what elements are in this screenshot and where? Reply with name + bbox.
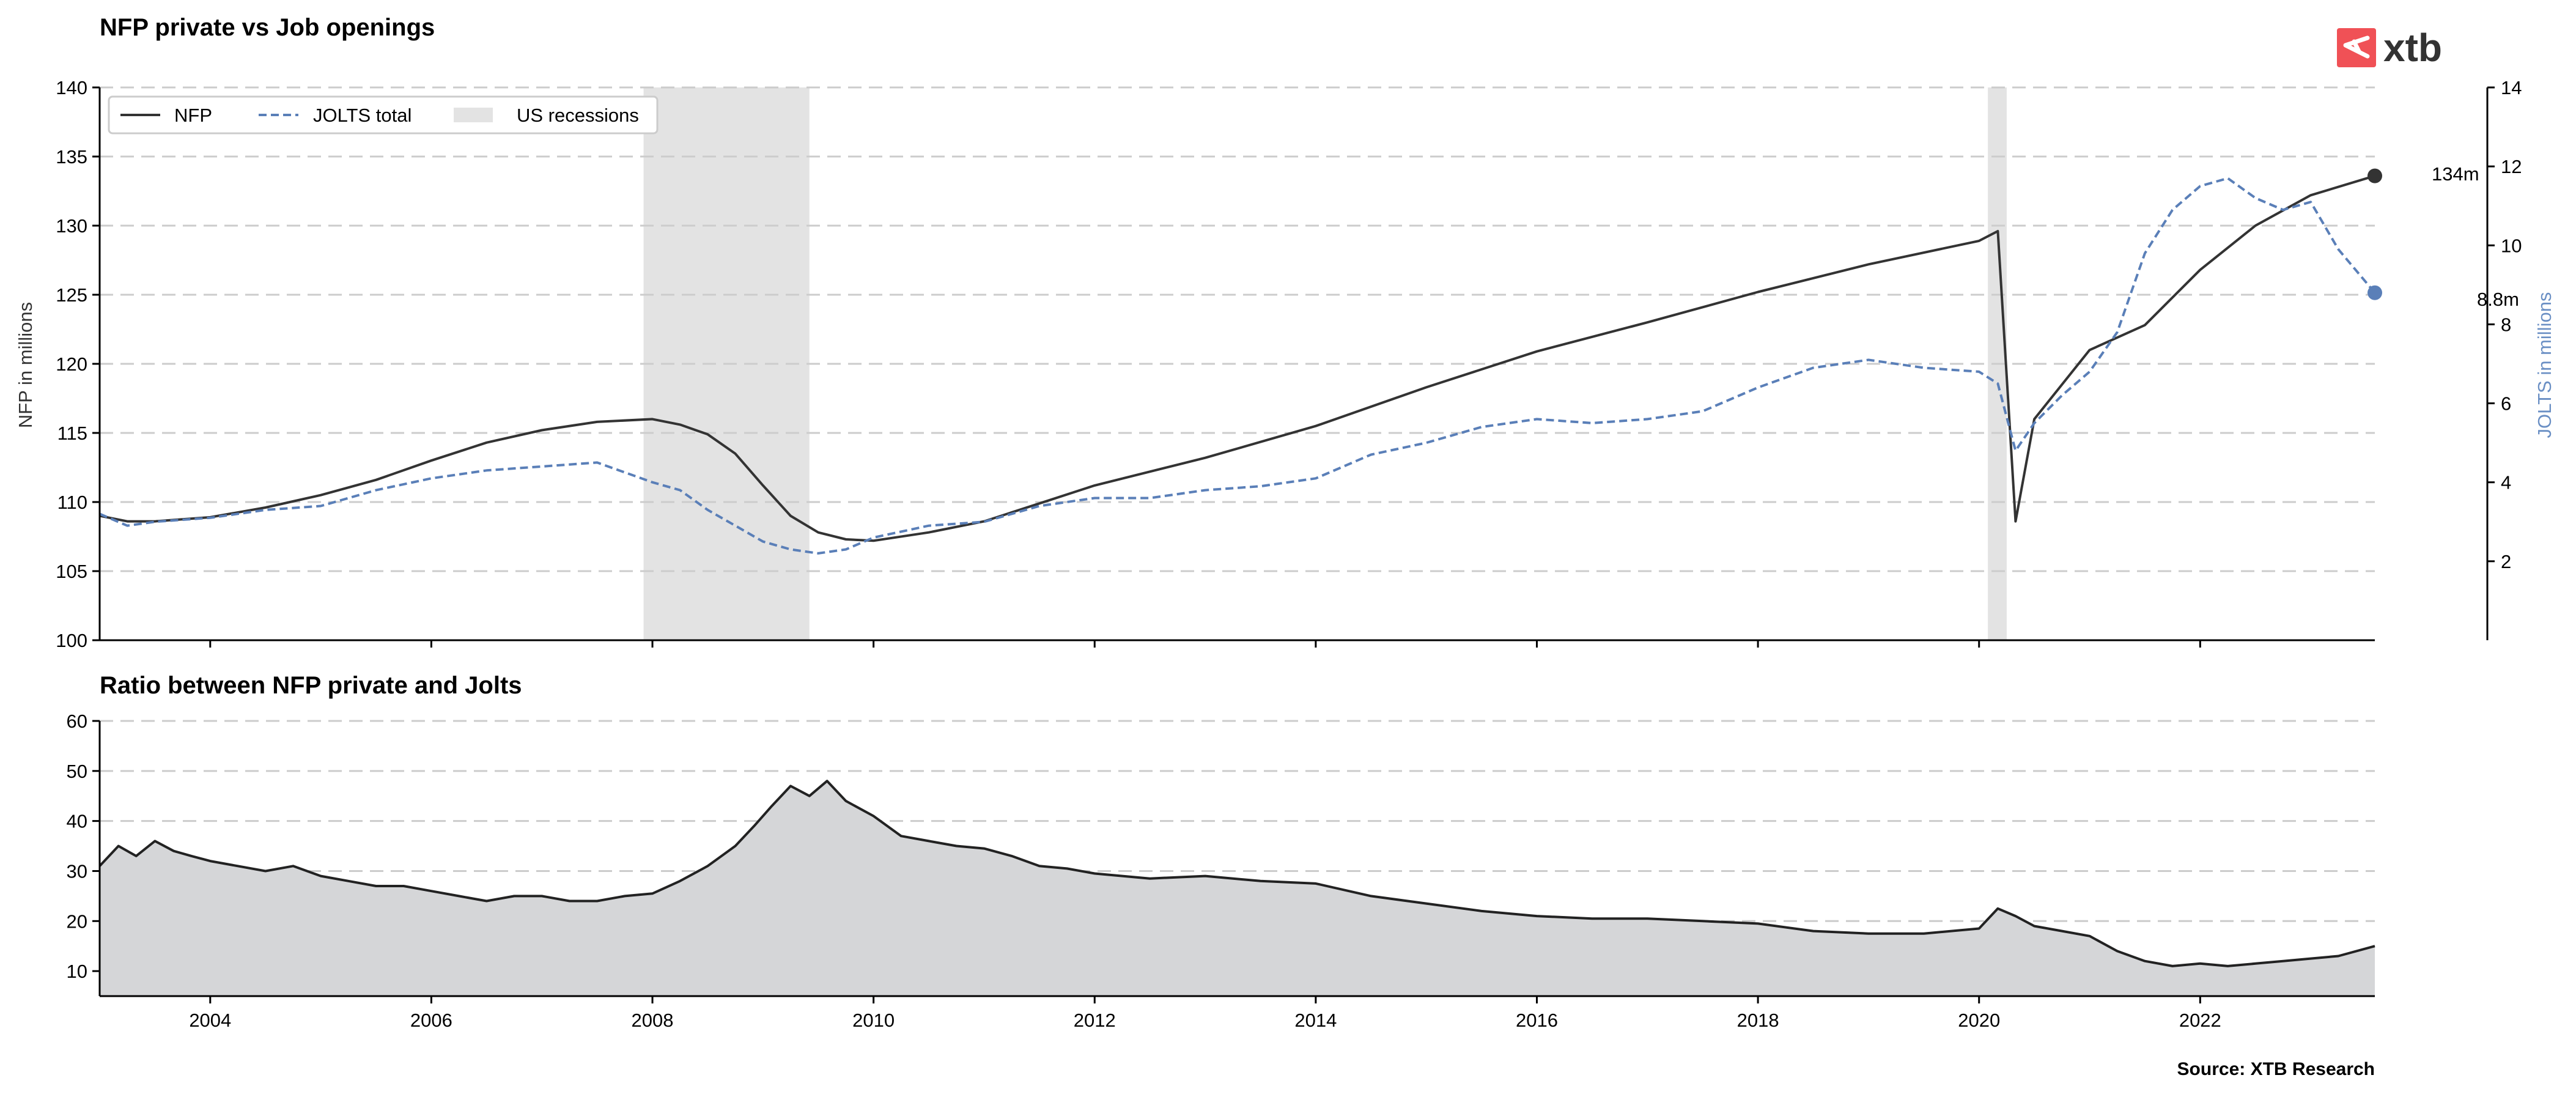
top-chart-grid [100,86,2375,572]
x-axis-tick-label: 2012 [1074,1010,1116,1031]
ratio-axis-tick-label: 50 [67,761,87,782]
left-axis-tick-label: 120 [56,353,87,375]
left-axis-tick-label: 100 [56,630,87,651]
legend-recession-label: US recessions [517,105,639,126]
x-axis-tick-label: 2022 [2179,1010,2221,1031]
ratio-axis-tick-label: 20 [67,910,87,932]
right-axis-tick-label: 12 [2501,156,2522,177]
right-axis-tick-label: 6 [2501,393,2511,415]
top-chart-series [99,168,2382,555]
nfp-series-line [99,174,2375,542]
legend-recession-swatch [454,108,493,122]
left-axis-tick-label: 135 [56,146,87,168]
ratio-area-fill [100,781,2375,996]
jolts-series-line [99,177,2376,555]
legend-box [108,95,659,135]
right-axis-label: JOLTS in millions [2534,292,2555,438]
left-axis-label: NFP in millions [15,302,36,428]
top-chart-axes: 100 105 110 115 120 125 130 135 140 2 4 6 8 10 12 14 [56,77,2522,651]
right-axis-tick-label: 10 [2501,235,2522,256]
left-axis-tick-label: 140 [56,77,87,98]
source-note: Source: XTB Research [2177,1059,2375,1079]
jolts-end-marker [2367,285,2382,300]
left-axis-tick-label: 115 [57,423,87,444]
x-axis-tick-label: 2016 [1516,1010,1558,1031]
xtb-logo: xtb [2337,26,2442,70]
recession-bands [643,87,2007,640]
left-axis-tick-label: 105 [56,561,87,582]
x-axis-tick-label: 2006 [410,1010,452,1031]
ratio-axis-tick-label: 60 [67,711,87,732]
x-axis-tick-label: 2020 [1958,1010,2000,1031]
x-axis-tick-label: 2004 [189,1010,231,1031]
jolts-end-label: 8.8m [2477,289,2519,310]
left-axis-tick-label: 130 [56,215,87,237]
nfp-end-label: 134m [2432,163,2479,185]
bottom-chart-series [98,780,2375,996]
right-axis-tick-label: 14 [2501,77,2522,98]
right-axis-tick-label: 8 [2501,314,2511,335]
legend-nfp-label: NFP [174,105,212,126]
bottom-chart-title: Ratio between NFP private and Jolts [100,672,522,699]
top-chart-title: NFP private vs Job openings [100,14,435,41]
ratio-axis-tick-label: 40 [67,811,87,832]
ratio-axis-tick-label: 10 [67,961,87,982]
left-axis-tick-label: 125 [56,284,87,306]
x-axis-tick-label: 2010 [852,1010,895,1031]
legend-jolts-label: JOLTS total [313,105,411,126]
right-axis-tick-label: 4 [2501,472,2511,493]
bottom-chart-axes: 10 20 30 40 50 60 2004 2006 2008 2010 2012 2014 2016… [67,711,2375,1031]
x-axis-tick-label: 2018 [1737,1010,1779,1031]
logo-mark-glyph [2343,35,2370,59]
logo-text: xtb [2383,26,2442,70]
right-axis-tick-label: 2 [2501,551,2511,572]
left-axis-tick-label: 110 [57,492,87,513]
nfp-end-marker [2367,168,2382,183]
legend: NFP JOLTS total US recessions [108,95,659,135]
x-axis-tick-label: 2008 [632,1010,674,1031]
ratio-series-line [98,780,2375,967]
ratio-axis-tick-label: 30 [67,860,87,882]
x-axis-tick-label: 2014 [1294,1010,1337,1031]
